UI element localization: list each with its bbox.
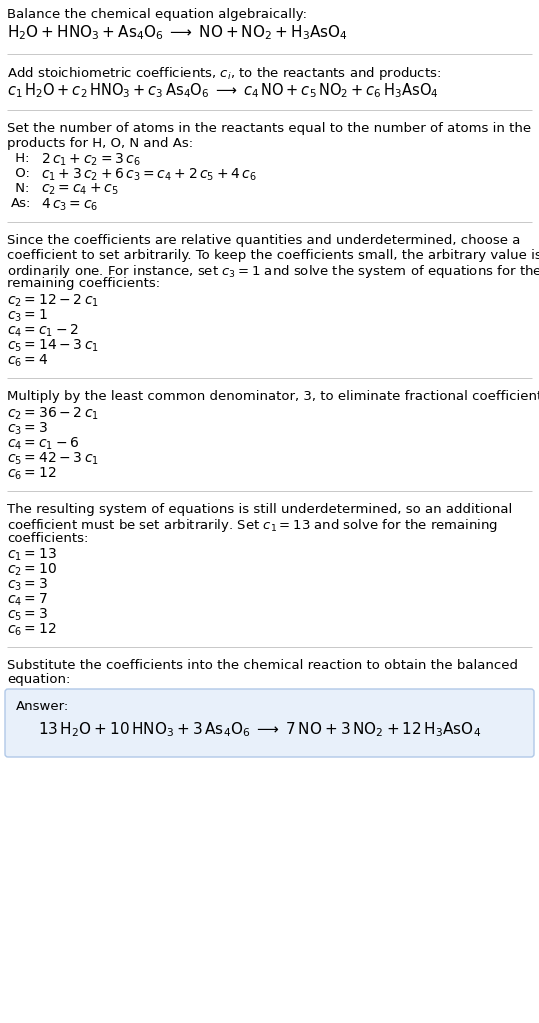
Text: Set the number of atoms in the reactants equal to the number of atoms in the: Set the number of atoms in the reactants…: [7, 122, 531, 135]
Text: coefficients:: coefficients:: [7, 532, 88, 544]
Text: products for H, O, N and As:: products for H, O, N and As:: [7, 136, 193, 149]
Text: $\mathrm{H_2O + HNO_3 + As_4O_6 \;\longrightarrow\; NO + NO_2 + H_3AsO_4}$: $\mathrm{H_2O + HNO_3 + As_4O_6 \;\longr…: [7, 24, 348, 42]
Text: Add stoichiometric coefficients, $c_i$, to the reactants and products:: Add stoichiometric coefficients, $c_i$, …: [7, 65, 441, 83]
Text: $c_5 = 14 - 3\,c_1$: $c_5 = 14 - 3\,c_1$: [7, 338, 99, 354]
Text: Since the coefficients are relative quantities and underdetermined, choose a: Since the coefficients are relative quan…: [7, 234, 520, 247]
Text: $c_2 = 36 - 2\,c_1$: $c_2 = 36 - 2\,c_1$: [7, 405, 99, 421]
Text: N:: N:: [11, 182, 29, 195]
Text: H:: H:: [11, 152, 30, 165]
Text: $c_4 = c_1 - 6$: $c_4 = c_1 - 6$: [7, 436, 79, 452]
Text: $c_2 = 10$: $c_2 = 10$: [7, 562, 57, 578]
Text: coefficient to set arbitrarily. To keep the coefficients small, the arbitrary va: coefficient to set arbitrarily. To keep …: [7, 249, 539, 262]
Text: As:: As:: [11, 197, 31, 210]
Text: Substitute the coefficients into the chemical reaction to obtain the balanced: Substitute the coefficients into the che…: [7, 659, 518, 672]
Text: The resulting system of equations is still underdetermined, so an additional: The resulting system of equations is sti…: [7, 502, 512, 516]
Text: $c_4 = c_1 - 2$: $c_4 = c_1 - 2$: [7, 323, 79, 340]
Text: ordinarily one. For instance, set $c_3 = 1$ and solve the system of equations fo: ordinarily one. For instance, set $c_3 =…: [7, 263, 539, 280]
Text: $2\,c_1 + c_2 = 3\,c_6$: $2\,c_1 + c_2 = 3\,c_6$: [41, 152, 141, 169]
Text: $4\,c_3 = c_6$: $4\,c_3 = c_6$: [41, 197, 99, 214]
Text: $13\,\mathrm{H_2O} + 10\,\mathrm{HNO_3} + 3\,\mathrm{As_4O_6} \;\longrightarrow\: $13\,\mathrm{H_2O} + 10\,\mathrm{HNO_3} …: [38, 720, 481, 739]
Text: $c_1 + 3\,c_2 + 6\,c_3 = c_4 + 2\,c_5 + 4\,c_6$: $c_1 + 3\,c_2 + 6\,c_3 = c_4 + 2\,c_5 + …: [41, 167, 257, 183]
Text: $c_5 = 42 - 3\,c_1$: $c_5 = 42 - 3\,c_1$: [7, 450, 99, 466]
Text: $c_4 = 7$: $c_4 = 7$: [7, 592, 48, 609]
Text: coefficient must be set arbitrarily. Set $c_1 = 13$ and solve for the remaining: coefficient must be set arbitrarily. Set…: [7, 517, 498, 534]
Text: $c_3 = 1$: $c_3 = 1$: [7, 308, 48, 324]
Text: O:: O:: [11, 167, 30, 180]
Text: $c_5 = 3$: $c_5 = 3$: [7, 607, 48, 623]
Text: $c_6 = 12$: $c_6 = 12$: [7, 465, 57, 482]
Text: remaining coefficients:: remaining coefficients:: [7, 277, 160, 291]
Text: Multiply by the least common denominator, 3, to eliminate fractional coefficient: Multiply by the least common denominator…: [7, 390, 539, 403]
Text: Balance the chemical equation algebraically:: Balance the chemical equation algebraica…: [7, 8, 307, 21]
Text: $c_6 = 4$: $c_6 = 4$: [7, 353, 49, 369]
Text: $c_3 = 3$: $c_3 = 3$: [7, 577, 48, 593]
Text: $c_3 = 3$: $c_3 = 3$: [7, 420, 48, 437]
Text: $c_1\,\mathrm{H_2O} + c_2\,\mathrm{HNO_3} + c_3\,\mathrm{As_4O_6} \;\longrightar: $c_1\,\mathrm{H_2O} + c_2\,\mathrm{HNO_3…: [7, 81, 439, 99]
Text: $c_2 = 12 - 2\,c_1$: $c_2 = 12 - 2\,c_1$: [7, 293, 99, 309]
FancyBboxPatch shape: [5, 690, 534, 757]
Text: equation:: equation:: [7, 673, 71, 686]
Text: Answer:: Answer:: [16, 700, 69, 713]
Text: $c_1 = 13$: $c_1 = 13$: [7, 547, 57, 564]
Text: $c_2 = c_4 + c_5$: $c_2 = c_4 + c_5$: [41, 182, 119, 197]
Text: $c_6 = 12$: $c_6 = 12$: [7, 622, 57, 638]
